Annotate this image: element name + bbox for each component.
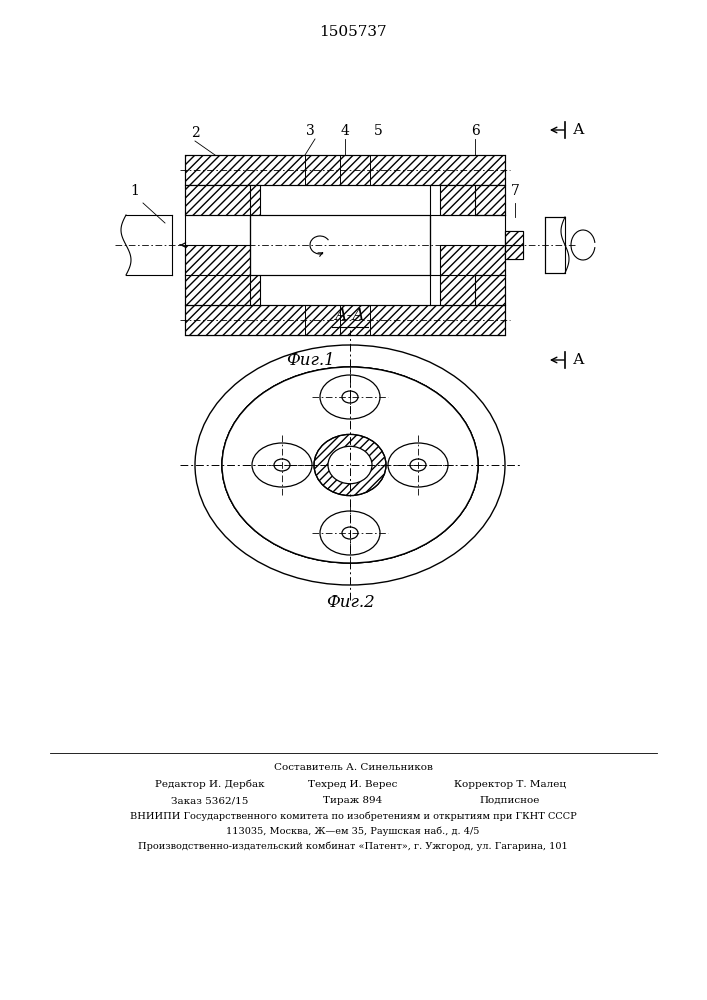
Text: 5: 5 <box>373 124 382 138</box>
Text: Подписное: Подписное <box>480 796 540 805</box>
Bar <box>440 185 505 215</box>
Bar <box>505 245 523 259</box>
Text: Техред И. Верес: Техред И. Верес <box>308 780 397 789</box>
Ellipse shape <box>320 375 380 419</box>
Ellipse shape <box>252 443 312 487</box>
Text: 7: 7 <box>510 184 520 198</box>
Ellipse shape <box>410 459 426 471</box>
Text: ВНИИПИ Государственного комитета по изобретениям и открытиям при ГКНТ СССР: ВНИИПИ Государственного комитета по изоб… <box>129 812 576 821</box>
Ellipse shape <box>195 345 505 585</box>
Text: Фиг.2: Фиг.2 <box>326 594 375 611</box>
Text: Тираж 894: Тираж 894 <box>323 796 382 805</box>
Ellipse shape <box>222 367 478 563</box>
Ellipse shape <box>328 446 372 484</box>
Ellipse shape <box>342 391 358 403</box>
Bar <box>250 215 430 275</box>
Text: 6: 6 <box>471 124 479 138</box>
Text: А: А <box>573 123 585 137</box>
Text: 4: 4 <box>341 124 349 138</box>
Text: Редактор И. Дербак: Редактор И. Дербак <box>156 780 265 789</box>
Bar <box>185 305 505 335</box>
Bar <box>545 217 565 273</box>
Text: Корректор Т. Малец: Корректор Т. Малец <box>454 780 566 789</box>
Text: Составитель А. Синельников: Составитель А. Синельников <box>274 763 433 772</box>
Text: 1: 1 <box>131 184 139 198</box>
Bar <box>185 155 505 185</box>
Bar <box>440 245 505 305</box>
Ellipse shape <box>328 446 372 484</box>
Ellipse shape <box>224 369 476 561</box>
Text: А: А <box>573 353 585 367</box>
Ellipse shape <box>314 434 386 496</box>
Text: А-А: А-А <box>334 307 366 324</box>
Bar <box>505 231 523 259</box>
Bar <box>505 231 523 245</box>
Bar <box>185 245 260 305</box>
Text: 113035, Москва, Ж—ем 35, Раушская наб., д. 4/5: 113035, Москва, Ж—ем 35, Раушская наб., … <box>226 826 479 836</box>
Bar <box>185 185 260 215</box>
Text: 1505737: 1505737 <box>319 25 387 39</box>
Ellipse shape <box>342 527 358 539</box>
Text: Производственно-издательский комбинат «Патент», г. Ужгород, ул. Гагарина, 101: Производственно-издательский комбинат «П… <box>138 842 568 851</box>
Text: 3: 3 <box>305 124 315 138</box>
Ellipse shape <box>320 511 380 555</box>
Text: 2: 2 <box>191 126 199 140</box>
Ellipse shape <box>222 367 478 563</box>
Text: Фиг.1: Фиг.1 <box>286 352 334 369</box>
Ellipse shape <box>274 459 290 471</box>
Text: Заказ 5362/15: Заказ 5362/15 <box>171 796 249 805</box>
Ellipse shape <box>388 443 448 487</box>
